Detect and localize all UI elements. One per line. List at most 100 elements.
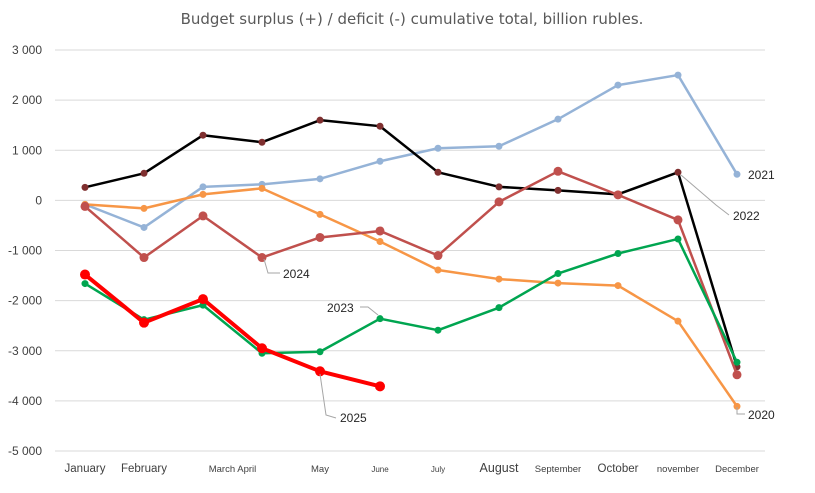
- data-point: [614, 81, 622, 89]
- data-point: [257, 343, 267, 354]
- data-point: [199, 183, 207, 191]
- series-label-2020: 2020: [748, 408, 775, 422]
- y-tick-label: -4 000: [8, 394, 42, 408]
- series-line-2022: [83, 118, 739, 369]
- data-point: [258, 184, 266, 192]
- y-axis: 3 000 2 000 1 000 0 -1 000 -2 000 -3 000 -4 000…: [8, 43, 42, 458]
- x-tick-label: June: [371, 465, 389, 474]
- label-leader-line: [319, 373, 337, 419]
- data-point: [375, 381, 385, 392]
- series-label-2023: 2023: [327, 301, 354, 315]
- data-point: [375, 226, 385, 236]
- x-axis: January February March April May June July Aug…: [65, 461, 759, 475]
- data-point: [316, 175, 324, 183]
- series-line-2024: [83, 170, 739, 377]
- series-line-2023: [83, 237, 739, 364]
- data-point: [198, 211, 208, 221]
- series-2023: [81, 235, 741, 366]
- x-tick-label: March April: [209, 464, 257, 475]
- data-point: [495, 304, 503, 312]
- x-tick-label: January: [65, 463, 106, 475]
- data-point: [673, 215, 683, 225]
- data-point: [554, 279, 562, 287]
- series-line-2020: [83, 187, 739, 408]
- data-point: [376, 122, 384, 130]
- data-point: [674, 168, 682, 176]
- data-point: [376, 237, 384, 245]
- data-point: [139, 253, 149, 263]
- x-tick-label: February: [121, 463, 167, 475]
- data-point: [494, 197, 504, 207]
- gridlines: [55, 49, 765, 452]
- data-point: [81, 183, 89, 191]
- data-point: [434, 144, 442, 152]
- data-point: [554, 186, 562, 194]
- data-point: [316, 210, 324, 218]
- data-point: [81, 280, 89, 288]
- data-point: [376, 157, 384, 165]
- data-point: [495, 142, 503, 150]
- data-point: [733, 170, 741, 178]
- data-point: [674, 71, 682, 79]
- data-point: [140, 223, 148, 231]
- data-point: [674, 235, 682, 243]
- series-line-2025: [83, 272, 382, 389]
- data-point: [495, 183, 503, 191]
- series-2024: [80, 166, 742, 380]
- label-leader-line: [736, 407, 745, 415]
- data-point: [434, 168, 442, 176]
- data-point: [80, 269, 90, 280]
- data-point: [495, 275, 503, 283]
- data-point: [554, 115, 562, 123]
- y-tick-label: 0: [35, 193, 42, 207]
- data-point: [614, 250, 622, 258]
- data-point: [316, 348, 324, 356]
- x-tick-label: December: [715, 464, 759, 475]
- data-point: [199, 190, 207, 198]
- series-2020: [81, 184, 741, 410]
- data-point: [140, 169, 148, 177]
- x-tick-label: August: [480, 461, 519, 475]
- data-point: [199, 131, 207, 139]
- label-leader-line: [360, 306, 379, 316]
- data-point: [553, 166, 563, 176]
- data-point: [315, 232, 325, 242]
- y-tick-label: 3 000: [12, 43, 42, 57]
- data-point: [433, 251, 443, 261]
- data-point: [140, 204, 148, 212]
- x-tick-label: October: [598, 463, 639, 475]
- x-tick-label: november: [657, 464, 699, 475]
- data-point: [258, 138, 266, 146]
- data-point: [315, 366, 325, 377]
- y-tick-label: 1 000: [12, 143, 42, 157]
- data-point: [139, 317, 149, 328]
- data-point: [674, 317, 682, 325]
- data-point: [733, 358, 741, 366]
- data-point: [257, 253, 267, 263]
- x-tick-label: July: [431, 465, 445, 474]
- y-tick-label: -5 000: [8, 444, 42, 458]
- chart-title: Budget surplus (+) / deficit (-) cumulat…: [181, 10, 644, 28]
- series-2025: [80, 269, 385, 392]
- label-leader-line: [680, 174, 730, 216]
- data-point: [733, 402, 741, 410]
- data-point: [434, 266, 442, 274]
- y-tick-label: 2 000: [12, 93, 42, 107]
- x-tick-label: September: [535, 464, 581, 475]
- y-tick-label: -3 000: [8, 344, 42, 358]
- data-point: [316, 116, 324, 124]
- series-label-2022: 2022: [733, 209, 760, 223]
- data-point: [434, 326, 442, 334]
- series-group: [80, 71, 742, 410]
- y-tick-label: -2 000: [8, 294, 42, 308]
- data-point: [614, 282, 622, 290]
- series-label-2024: 2024: [283, 267, 310, 281]
- data-point: [80, 201, 90, 211]
- y-tick-label: -1 000: [8, 244, 42, 258]
- label-leader-line: [263, 258, 280, 274]
- data-point: [554, 270, 562, 278]
- data-point: [613, 190, 623, 200]
- x-tick-label: May: [311, 464, 329, 475]
